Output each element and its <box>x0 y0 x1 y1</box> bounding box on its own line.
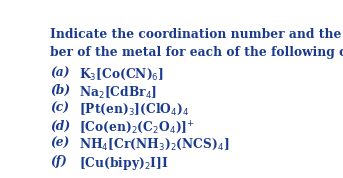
Text: (f): (f) <box>50 155 67 167</box>
Text: [Cu(bipy)$_{2}$I]I: [Cu(bipy)$_{2}$I]I <box>79 155 168 172</box>
Text: [Pt(en)$_{3}$](ClO$_{4}$)$_{4}$: [Pt(en)$_{3}$](ClO$_{4}$)$_{4}$ <box>79 102 189 117</box>
Text: (e): (e) <box>50 137 70 150</box>
Text: K$_{3}$[Co(CN)$_{6}$]: K$_{3}$[Co(CN)$_{6}$] <box>79 67 164 82</box>
Text: (a): (a) <box>50 67 70 80</box>
Text: (d): (d) <box>50 119 70 132</box>
Text: (b): (b) <box>50 84 70 97</box>
Text: [Co(en)$_{2}$(C$_{2}$O$_{4}$)]$^{+}$: [Co(en)$_{2}$(C$_{2}$O$_{4}$)]$^{+}$ <box>79 119 195 136</box>
Text: (c): (c) <box>50 102 69 115</box>
Text: ber of the metal for each of the following complexes:: ber of the metal for each of the followi… <box>50 46 343 59</box>
Text: NH$_{4}$[Cr(NH$_{3}$)$_{2}$(NCS)$_{4}$]: NH$_{4}$[Cr(NH$_{3}$)$_{2}$(NCS)$_{4}$] <box>79 137 229 152</box>
Text: Na$_{2}$[CdBr$_{4}$]: Na$_{2}$[CdBr$_{4}$] <box>79 84 157 101</box>
Text: Indicate the coordination number and the oxidation num-: Indicate the coordination number and the… <box>50 28 343 41</box>
